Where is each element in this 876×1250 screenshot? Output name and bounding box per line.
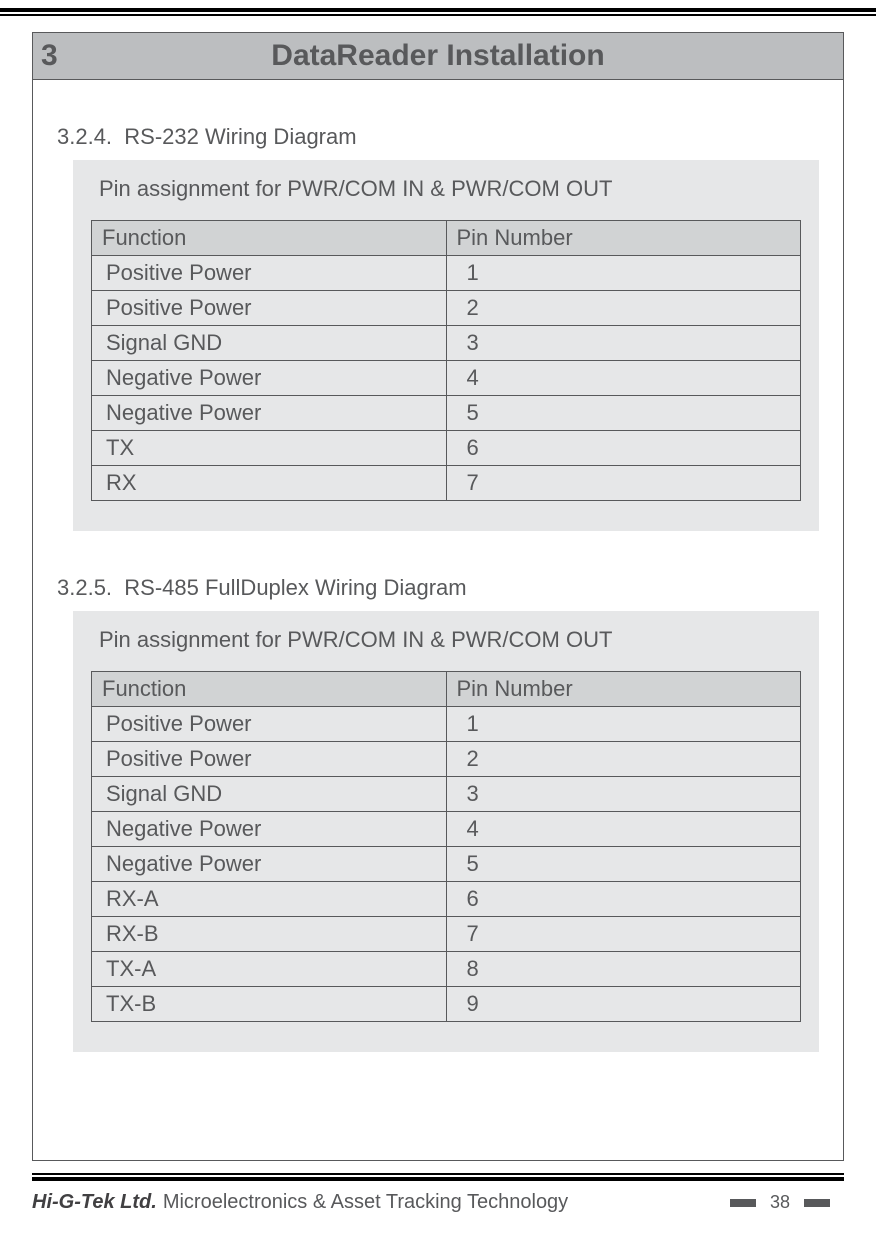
cell-function: Signal GND	[92, 777, 447, 812]
pin-table-325: Function Pin Number Positive Power1 Posi…	[91, 671, 801, 1022]
cell-function: TX	[92, 431, 447, 466]
cell-function: Positive Power	[92, 256, 447, 291]
cell-pin: 5	[446, 847, 801, 882]
footer-rule-thick	[32, 1177, 844, 1181]
table-row: Negative Power5	[92, 847, 801, 882]
footer: Hi-G-Tek Ltd. Microelectronics & Asset T…	[32, 1191, 844, 1214]
cell-pin: 7	[446, 917, 801, 952]
footer-tagline: Microelectronics & Asset Tracking Techno…	[163, 1191, 568, 1214]
section-heading-325: 3.2.5. RS-485 FullDuplex Wiring Diagram	[33, 531, 843, 611]
cell-pin: 9	[446, 987, 801, 1022]
table-row: RX-A6	[92, 882, 801, 917]
cell-pin: 5	[446, 396, 801, 431]
pin-assignment-box-325: Pin assignment for PWR/COM IN & PWR/COM …	[73, 611, 819, 1052]
footer-dash-icon	[730, 1199, 756, 1207]
table-row: Signal GND3	[92, 777, 801, 812]
box-title: Pin assignment for PWR/COM IN & PWR/COM …	[91, 625, 801, 671]
footer-dash-icon	[804, 1199, 830, 1207]
table-row: RX7	[92, 466, 801, 501]
chapter-title: DataReader Installation	[33, 39, 843, 73]
cell-pin: 4	[446, 812, 801, 847]
cell-function: Positive Power	[92, 742, 447, 777]
cell-pin: 2	[446, 742, 801, 777]
table-row: TX-A8	[92, 952, 801, 987]
cell-function: Negative Power	[92, 847, 447, 882]
cell-pin: 3	[446, 326, 801, 361]
table-row: Negative Power5	[92, 396, 801, 431]
table-row: Positive Power2	[92, 291, 801, 326]
chapter-header: 3 DataReader Installation	[32, 32, 844, 80]
cell-function: TX-B	[92, 987, 447, 1022]
section-number: 3.2.5.	[57, 575, 112, 600]
footer-rule-thin	[32, 1173, 844, 1175]
top-rule-thick	[0, 8, 876, 12]
cell-pin: 7	[446, 466, 801, 501]
table-row: RX-B7	[92, 917, 801, 952]
cell-function: RX-A	[92, 882, 447, 917]
table-row: Positive Power2	[92, 742, 801, 777]
cell-function: Negative Power	[92, 396, 447, 431]
col-pin-number: Pin Number	[446, 672, 801, 707]
cell-function: RX-B	[92, 917, 447, 952]
cell-function: TX-A	[92, 952, 447, 987]
table-header-row: Function Pin Number	[92, 221, 801, 256]
col-function: Function	[92, 221, 447, 256]
table-row: Positive Power1	[92, 707, 801, 742]
table-header-row: Function Pin Number	[92, 672, 801, 707]
cell-pin: 3	[446, 777, 801, 812]
box-title: Pin assignment for PWR/COM IN & PWR/COM …	[91, 174, 801, 220]
footer-page-number: 38	[770, 1192, 790, 1213]
section-title: RS-485 FullDuplex Wiring Diagram	[124, 575, 466, 600]
pin-assignment-box-324: Pin assignment for PWR/COM IN & PWR/COM …	[73, 160, 819, 531]
table-row: Negative Power4	[92, 812, 801, 847]
col-pin-number: Pin Number	[446, 221, 801, 256]
table-row: TX6	[92, 431, 801, 466]
section-title: RS-232 Wiring Diagram	[124, 124, 356, 149]
table-row: Negative Power4	[92, 361, 801, 396]
page-body: 3.2.4. RS-232 Wiring Diagram Pin assignm…	[32, 80, 844, 1161]
cell-function: Positive Power	[92, 291, 447, 326]
cell-pin: 6	[446, 882, 801, 917]
table-row: Signal GND3	[92, 326, 801, 361]
table-row: TX-B9	[92, 987, 801, 1022]
cell-pin: 2	[446, 291, 801, 326]
footer-company: Hi-G-Tek Ltd.	[32, 1191, 157, 1214]
cell-pin: 6	[446, 431, 801, 466]
section-heading-324: 3.2.4. RS-232 Wiring Diagram	[33, 80, 843, 160]
cell-pin: 1	[446, 256, 801, 291]
cell-function: RX	[92, 466, 447, 501]
cell-pin: 1	[446, 707, 801, 742]
cell-function: Negative Power	[92, 812, 447, 847]
cell-pin: 4	[446, 361, 801, 396]
cell-function: Negative Power	[92, 361, 447, 396]
pin-table-324: Function Pin Number Positive Power1 Posi…	[91, 220, 801, 501]
cell-function: Signal GND	[92, 326, 447, 361]
cell-pin: 8	[446, 952, 801, 987]
col-function: Function	[92, 672, 447, 707]
top-rule-thin	[0, 14, 876, 16]
table-row: Positive Power1	[92, 256, 801, 291]
cell-function: Positive Power	[92, 707, 447, 742]
section-number: 3.2.4.	[57, 124, 112, 149]
